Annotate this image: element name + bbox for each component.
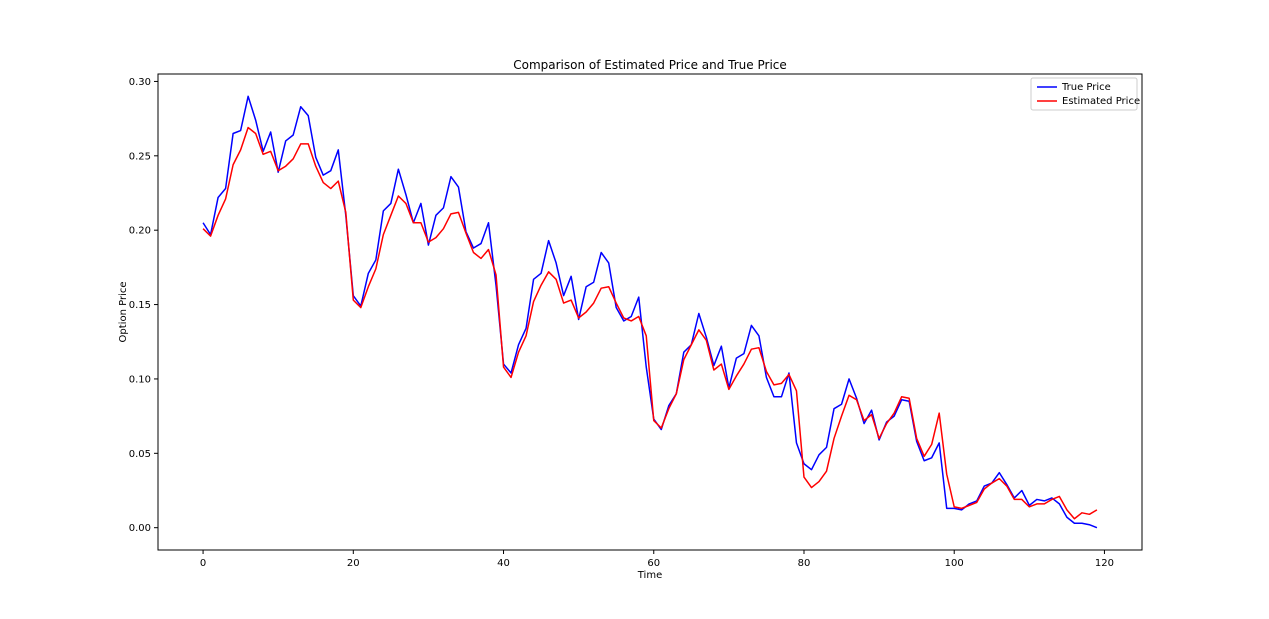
legend-label-true-price: True Price <box>1061 82 1111 93</box>
series-line-estimated-price <box>202 126 1098 520</box>
y-axis: 0.00 0.05 0.10 0.15 0.20 0.25 0.30 <box>129 77 158 534</box>
y-tick-label: 0.25 <box>129 151 151 162</box>
legend-box <box>1030 77 1138 111</box>
y-tick-label: 0.15 <box>129 300 151 311</box>
y-tick-label: 0.05 <box>129 449 151 460</box>
chart-title: Comparison of Estimated Price and True P… <box>513 58 787 72</box>
legend-label-estimated-price: Estimated Price <box>1062 96 1140 107</box>
x-axis-label: Time <box>637 570 662 581</box>
x-tick-label: 120 <box>1095 558 1114 569</box>
x-tick-label: 0 <box>200 558 206 569</box>
plot-frame <box>157 73 1143 551</box>
y-tick-label: 0.00 <box>129 523 151 534</box>
x-tick-label: 20 <box>347 558 360 569</box>
x-tick-label: 100 <box>945 558 964 569</box>
y-tick-label: 0.20 <box>129 226 151 237</box>
plot-area <box>202 95 1098 529</box>
x-tick-label: 80 <box>798 558 811 569</box>
legend: True Price Estimated Price <box>1030 77 1140 111</box>
y-axis-label: Option Price <box>118 282 129 343</box>
y-tick-label: 0.30 <box>129 77 151 88</box>
x-axis: 0 20 40 60 80 100 120 <box>200 550 1114 569</box>
x-tick-label: 40 <box>497 558 510 569</box>
x-tick-label: 60 <box>647 558 660 569</box>
y-tick-label: 0.10 <box>129 374 151 385</box>
